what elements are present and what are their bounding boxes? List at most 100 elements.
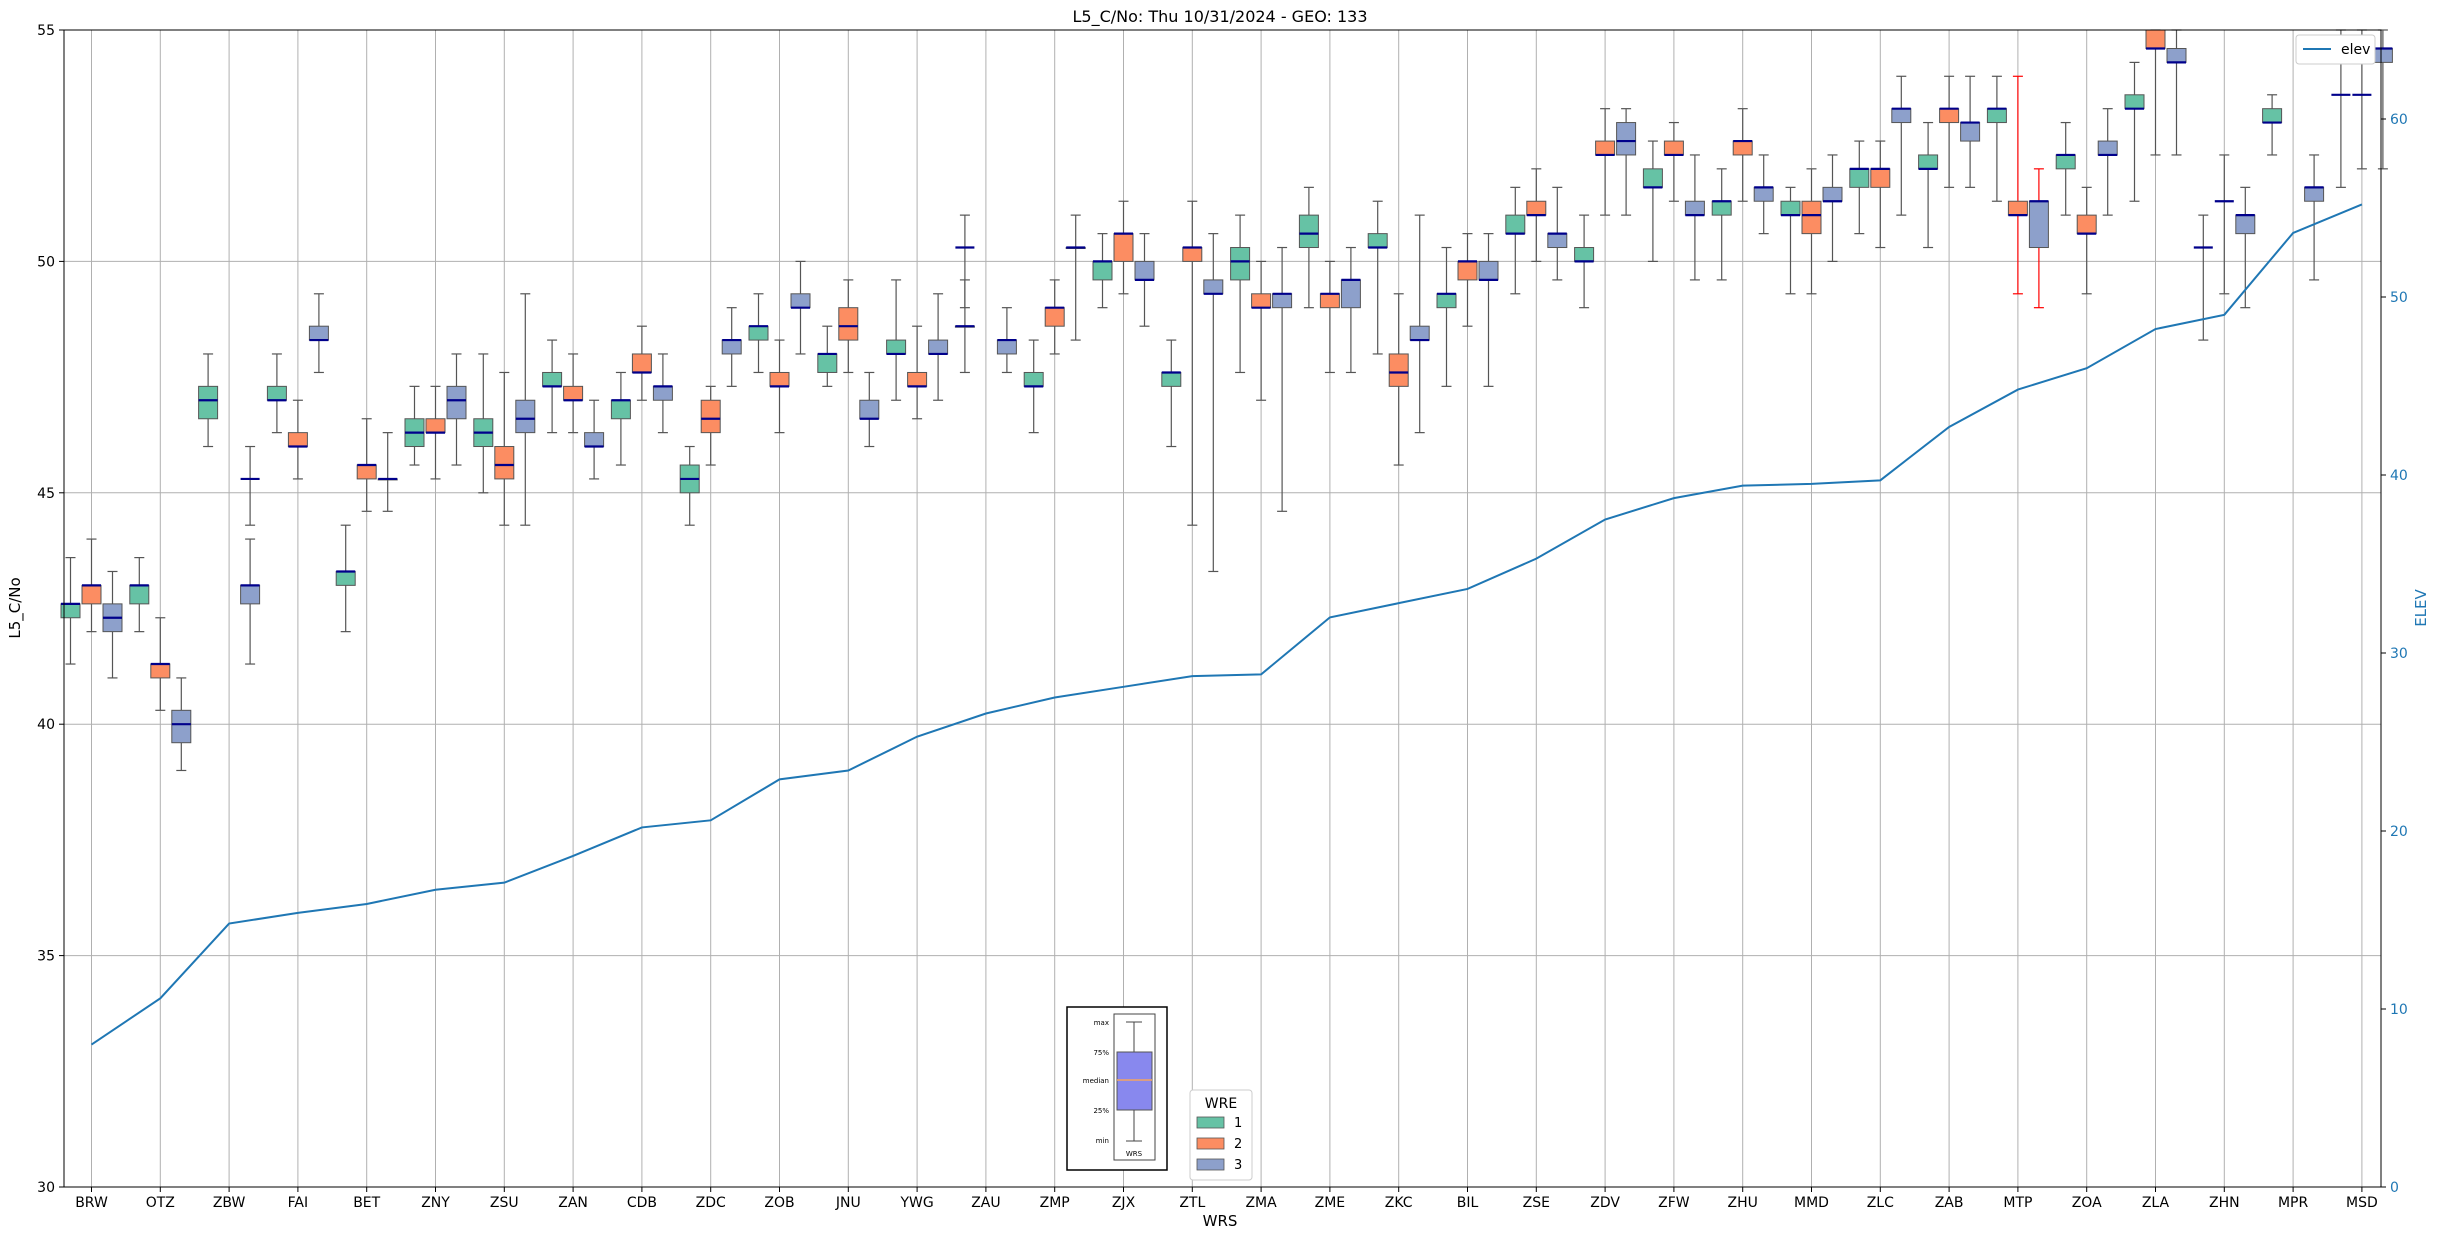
box-3-MMD bbox=[1822, 186, 1843, 202]
box-2-ZSU bbox=[494, 446, 515, 480]
box-3-ZBW bbox=[240, 584, 261, 605]
box-2-ZNY bbox=[425, 418, 446, 434]
y-tick-label-45: 45 bbox=[37, 486, 55, 502]
box-3-MPR bbox=[2304, 186, 2325, 202]
x-tick-label-ZAU: ZAU bbox=[971, 1195, 1000, 1211]
x-tick-label-ZKC: ZKC bbox=[1385, 1195, 1413, 1211]
wre-legend-title: WRE bbox=[1205, 1096, 1237, 1112]
box-1-ZTL bbox=[1161, 371, 1182, 387]
box-3-ZSU bbox=[515, 399, 536, 434]
box-2-ZME bbox=[1319, 293, 1340, 309]
box-2-ZDC bbox=[700, 399, 721, 434]
y-axis-label: L5_C/No bbox=[6, 577, 25, 638]
box-2-ZAB bbox=[1939, 108, 1960, 124]
x-tick-label-ZAB: ZAB bbox=[1935, 1195, 1964, 1211]
box-1-ZSE bbox=[1505, 214, 1526, 235]
x-tick-label-ZSU: ZSU bbox=[490, 1195, 519, 1211]
wre-legend-frame bbox=[1189, 1089, 1253, 1181]
x-tick-label-ZME: ZME bbox=[1315, 1195, 1346, 1211]
plot-frame bbox=[63, 29, 2382, 1188]
box-1-ZJX bbox=[1092, 260, 1113, 281]
x-tick-label-MPR: MPR bbox=[2278, 1195, 2309, 1211]
box-3-ZTL bbox=[1203, 279, 1224, 295]
wre-legend-swatch-1 bbox=[1196, 1116, 1225, 1129]
wre-legend-label-2: 2 bbox=[1234, 1137, 1242, 1152]
box-3-ZHN bbox=[2235, 214, 2256, 235]
x-tick-label-ZHU: ZHU bbox=[1728, 1195, 1758, 1211]
box-1-ZLC bbox=[1849, 168, 1870, 188]
elev-legend: elev bbox=[2295, 34, 2376, 65]
x-tick-label-ZLC: ZLC bbox=[1867, 1195, 1894, 1211]
box-key-box bbox=[1116, 1051, 1153, 1111]
x-tick-label-ZOB: ZOB bbox=[764, 1195, 794, 1211]
y2-tick-label-60: 60 bbox=[2390, 112, 2408, 128]
y-tick-label-30: 30 bbox=[37, 1180, 55, 1196]
box-key-min: min bbox=[1096, 1137, 1109, 1145]
box-2-ZMA bbox=[1251, 293, 1272, 309]
box-1-BIL bbox=[1436, 293, 1457, 309]
y-tick-label-55: 55 bbox=[37, 23, 55, 39]
box-1-ZLA bbox=[2124, 94, 2145, 110]
x-tick-label-MSD: MSD bbox=[2346, 1195, 2378, 1211]
wre-legend: WRE 1 2 3 bbox=[1189, 1089, 1253, 1181]
x-tick-label-ZLA: ZLA bbox=[2142, 1195, 2170, 1211]
x-axis-label: WRS bbox=[1203, 1212, 1238, 1230]
box-3-ZFW bbox=[1684, 200, 1705, 216]
elev-legend-frame bbox=[2295, 34, 2376, 65]
box-2-ZMP bbox=[1044, 307, 1065, 327]
box-1-ZKC bbox=[1367, 233, 1388, 249]
box-2-ZFW bbox=[1663, 140, 1684, 156]
box-3-ZDC bbox=[721, 339, 742, 355]
grid bbox=[64, 30, 2381, 1187]
box-1-MTP bbox=[1986, 108, 2007, 124]
box-1-ZAN bbox=[542, 371, 563, 387]
box-1-OTZ bbox=[129, 584, 150, 605]
wre-legend-label-3: 3 bbox=[1234, 1158, 1242, 1173]
box-3-ZOA bbox=[2097, 140, 2118, 156]
box-2-YWG bbox=[907, 371, 928, 387]
wre-legend-swatch-2 bbox=[1196, 1137, 1225, 1150]
box-key-inset: max 75% median 25% min WRS bbox=[1066, 1006, 1168, 1171]
box-2-BIL bbox=[1457, 260, 1478, 281]
box-3-MTP bbox=[2028, 200, 2049, 249]
box-1-ZBW bbox=[198, 385, 219, 420]
x-tick-label-CDB: CDB bbox=[627, 1195, 657, 1211]
x-tick-label-ZFW: ZFW bbox=[1658, 1195, 1690, 1211]
elev-legend-label: elev bbox=[2341, 42, 2370, 58]
box-1-CDB bbox=[610, 399, 631, 420]
box-3-ZAU bbox=[996, 339, 1017, 355]
elev-line-group bbox=[90, 203, 2363, 1046]
box-1-MPR bbox=[2262, 108, 2283, 124]
box-3-ZLA bbox=[2166, 48, 2187, 63]
x-tick-label-ZBW: ZBW bbox=[213, 1195, 246, 1211]
box-3-YWG bbox=[928, 339, 949, 355]
y2-axis-label: ELEV bbox=[2412, 588, 2430, 626]
box-1-ZOA bbox=[2055, 154, 2076, 170]
box-1-BET bbox=[335, 570, 356, 586]
box-3-JNU bbox=[859, 399, 880, 420]
box-series bbox=[60, 29, 2393, 772]
box-3-MSD bbox=[2372, 48, 2393, 63]
x-tick-label-ZNY: ZNY bbox=[421, 1195, 450, 1211]
x-tick-label-MMD: MMD bbox=[1794, 1195, 1829, 1211]
box-3-ZOB bbox=[790, 293, 811, 309]
chart-title: L5_C/No: Thu 10/31/2024 - GEO: 133 bbox=[1072, 7, 1367, 27]
y2-tick-label-10: 10 bbox=[2390, 1002, 2408, 1018]
box-2-ZSE bbox=[1526, 200, 1547, 216]
box-key-median-label: median bbox=[1083, 1077, 1109, 1085]
y-tick-label-40: 40 bbox=[37, 717, 55, 733]
box-2-MMD bbox=[1801, 200, 1822, 235]
box-3-ZLC bbox=[1891, 108, 1912, 124]
box-2-ZOB bbox=[769, 371, 790, 387]
box-2-ZAN bbox=[563, 385, 584, 401]
y-tick-label-50: 50 bbox=[37, 254, 55, 270]
x-tick-label-FAI: FAI bbox=[288, 1195, 308, 1211]
x-tick-label-ZDC: ZDC bbox=[696, 1195, 726, 1211]
axes: BRW OTZ ZBW FAI BET ZNY ZSU ZAN CDB ZDC ZOB JNU YWG Z… bbox=[37, 23, 2408, 1211]
x-tick-label-ZJX: ZJX bbox=[1112, 1195, 1136, 1211]
x-tick-label-ZSE: ZSE bbox=[1523, 1195, 1550, 1211]
box-2-BET bbox=[356, 464, 377, 480]
y2-tick-label-0: 0 bbox=[2390, 1180, 2399, 1196]
x-tick-label-ZOA: ZOA bbox=[2072, 1195, 2102, 1211]
